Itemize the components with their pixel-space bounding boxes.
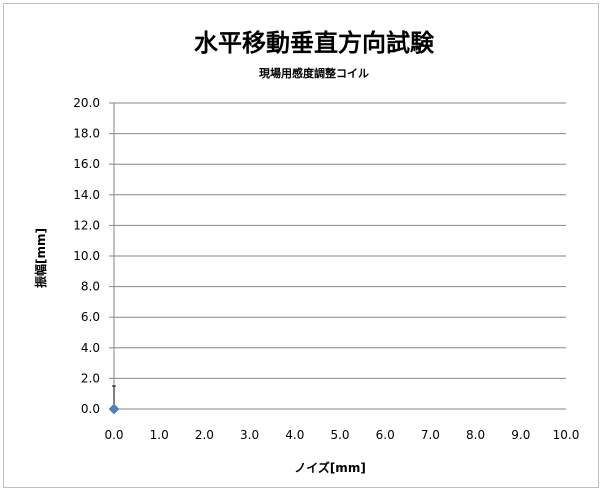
x-tick-label-7: 7.0 — [421, 428, 440, 442]
y-axis-title: 振幅[mm] — [33, 228, 48, 288]
y-tick-label-0: 0.0 — [81, 402, 100, 416]
y-tick-label-7: 14.0 — [73, 188, 100, 202]
y-tick-label-4: 8.0 — [81, 280, 100, 294]
x-tick-label-3: 3.0 — [240, 428, 259, 442]
chart-title: 水平移動垂直方向試験 — [194, 29, 435, 57]
y-tick-labels: 0.0 2.0 4.0 6.0 8.0 10.0 12.0 14.0 16.0 18.0 20.0 — [73, 96, 100, 416]
x-tick-label-6: 6.0 — [376, 428, 395, 442]
x-tick-label-4: 4.0 — [285, 428, 304, 442]
y-tick-label-5: 10.0 — [73, 249, 100, 263]
x-tick-label-8: 8.0 — [466, 428, 485, 442]
x-tick-labels: 0.0 1.0 2.0 3.0 4.0 5.0 6.0 7.0 8.0 9.0 10.0 — [104, 428, 579, 442]
y-tick-label-2: 4.0 — [81, 341, 100, 355]
x-axis-title: ノイズ[mm] — [294, 460, 366, 475]
x-tick-label-5: 5.0 — [330, 428, 349, 442]
x-tick-label-10: 10.0 — [553, 428, 580, 442]
x-tick-label-2: 2.0 — [195, 428, 214, 442]
y-tick-label-9: 18.0 — [73, 127, 100, 141]
chart-svg: 水平移動垂直方向試験 現場用感度調整コイル 0.0 2.0 4.0 6.0 8.0 10.… — [33, 29, 579, 475]
y-tick-label-6: 12.0 — [73, 218, 100, 232]
x-tick-label-9: 9.0 — [511, 428, 530, 442]
gridlines — [109, 102, 566, 410]
x-tick-label-0: 0.0 — [104, 428, 123, 442]
chart-area: 水平移動垂直方向試験 現場用感度調整コイル 0.0 2.0 4.0 6.0 8.0 10.… — [3, 3, 599, 488]
chart-subtitle: 現場用感度調整コイル — [259, 66, 369, 80]
y-tick-label-10: 20.0 — [73, 96, 100, 110]
y-tick-label-1: 2.0 — [81, 371, 100, 385]
data-series — [108, 385, 120, 415]
y-tick-label-8: 16.0 — [73, 157, 100, 171]
y-tick-label-3: 6.0 — [81, 310, 100, 324]
x-tick-label-1: 1.0 — [150, 428, 169, 442]
data-point-0-0[interactable] — [108, 403, 120, 415]
